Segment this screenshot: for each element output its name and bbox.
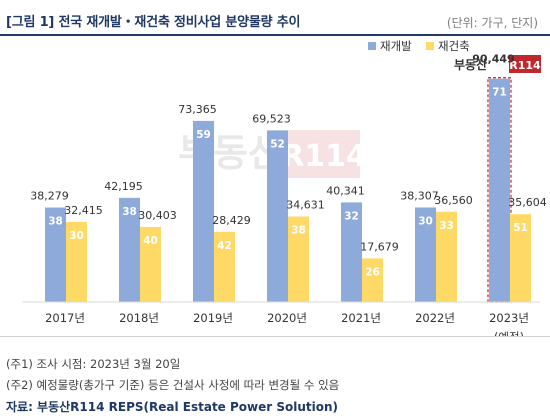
bar-reconstruction-6 bbox=[510, 214, 531, 302]
bar-inner-label: 30 bbox=[418, 215, 433, 227]
bar-value-label: 38,307 bbox=[400, 189, 439, 202]
x-tick-label: 2022년 bbox=[415, 311, 455, 325]
bar-value-label: 28,429 bbox=[212, 214, 251, 227]
bar-value-label: 73,365 bbox=[178, 103, 217, 116]
bar-chart: 부동산 R114 재개발 재건축 부동산 R114 38 38,279 30 32,41… bbox=[22, 39, 547, 336]
bar-redevelopment-0 bbox=[45, 207, 66, 302]
bar-reconstruction-5 bbox=[436, 211, 457, 302]
chart-title: [그림 1] 전국 재개발・재건축 정비사업 분양물량 추이 bbox=[6, 15, 301, 30]
bar-value-label: 35,604 bbox=[508, 196, 547, 209]
x-tick-label: 2020년 bbox=[267, 311, 307, 325]
bar-value-label: 36,560 bbox=[434, 194, 473, 207]
x-tick-labels: 2017년 2018년 2019년 2020년 2021년 2022년 2023년 (예정) bbox=[45, 311, 529, 336]
unit-label: (단위: 가구, 단지) bbox=[446, 16, 538, 30]
bar-redevelopment-5 bbox=[415, 207, 436, 302]
bar-inner-label: 52 bbox=[270, 138, 285, 150]
bar-inner-label: 38 bbox=[291, 225, 306, 237]
brand-logo: 부동산 R114 bbox=[454, 55, 541, 73]
x-tick-label: 2019년 bbox=[193, 311, 233, 325]
legend-label-1: 재건축 bbox=[438, 39, 470, 53]
x-tick-label: 2017년 bbox=[45, 311, 85, 325]
bar-value-label: 32,415 bbox=[64, 204, 103, 217]
bar-value-label: 38,279 bbox=[30, 190, 69, 203]
x-tick-label: 2023년 bbox=[489, 311, 529, 325]
legend-swatch-0 bbox=[368, 42, 376, 50]
x-tick-label: 2018년 bbox=[119, 311, 159, 325]
bar-reconstruction-4 bbox=[362, 258, 383, 302]
bar-reconstruction-1 bbox=[140, 226, 161, 302]
x-tick-label: 2021년 bbox=[341, 311, 381, 325]
legend-swatch-1 bbox=[426, 42, 434, 50]
bar-value-label: 42,195 bbox=[104, 180, 143, 193]
bar-redevelopment-2 bbox=[193, 120, 214, 303]
bar-redevelopment-1 bbox=[119, 197, 140, 302]
legend: 재개발 재건축 bbox=[368, 39, 470, 53]
bar-inner-label: 71 bbox=[492, 87, 507, 99]
title-rule bbox=[0, 34, 550, 36]
bar-inner-label: 33 bbox=[439, 220, 454, 232]
bar-inner-label: 38 bbox=[48, 216, 63, 228]
chart-bottom-rule bbox=[0, 336, 550, 337]
bar-value-label: 30,403 bbox=[138, 209, 177, 222]
note-1: (주1) 조사 시점: 2023년 3월 20일 bbox=[6, 357, 181, 371]
x-tick-sublabel: (예정) bbox=[494, 330, 524, 336]
bar-redevelopment-6 bbox=[489, 78, 510, 302]
note-2: (주2) 예정물량(총가구 기준) 등은 건설사 사정에 따라 변경될 수 있음 bbox=[6, 378, 340, 392]
bar-inner-label: 51 bbox=[513, 222, 528, 234]
bar-inner-label: 42 bbox=[217, 240, 232, 252]
bar-redevelopment-4 bbox=[341, 202, 362, 302]
bar-value-label: 17,679 bbox=[360, 240, 399, 253]
bar-inner-label: 38 bbox=[122, 206, 137, 218]
bar-inner-label: 40 bbox=[143, 235, 158, 247]
bar-inner-label: 32 bbox=[344, 210, 359, 222]
bar-reconstruction-0 bbox=[66, 221, 87, 302]
watermark-brand-box bbox=[288, 130, 360, 178]
bar-inner-label: 59 bbox=[196, 129, 211, 141]
bar-reconstruction-2 bbox=[214, 231, 235, 302]
bar-reconstruction-3 bbox=[288, 216, 309, 302]
bar-inner-label: 26 bbox=[365, 266, 380, 278]
logo-brand-box bbox=[509, 55, 541, 73]
watermark-brand-box-text: R114 bbox=[281, 139, 367, 174]
legend-label-0: 재개발 bbox=[380, 39, 412, 53]
bar-redevelopment-3 bbox=[267, 130, 288, 302]
bar-inner-label: 30 bbox=[69, 230, 84, 242]
bar-value-label: 69,523 bbox=[252, 112, 291, 125]
source-line: 자료: 부동산R114 REPS(Real Estate Power Solut… bbox=[6, 400, 339, 414]
bar-value-label: 40,341 bbox=[326, 184, 365, 197]
title-bar: [그림 1] 전국 재개발・재건축 정비사업 분양물량 추이 (단위: 가구, … bbox=[0, 0, 550, 40]
logo-brand-text: 부동산 bbox=[454, 57, 487, 72]
bar-highlight-outline bbox=[487, 77, 512, 303]
bar-value-label: 34,631 bbox=[286, 199, 325, 212]
logo-brand-box-text: R114 bbox=[509, 59, 541, 72]
bar-value-label: 90,449 bbox=[472, 53, 514, 66]
